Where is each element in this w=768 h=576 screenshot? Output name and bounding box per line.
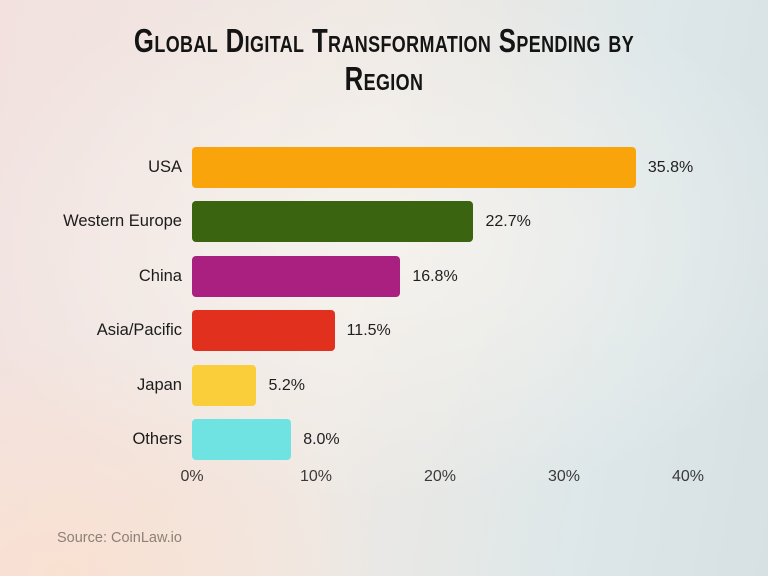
bar	[192, 201, 474, 243]
x-axis: 0% 10% 20% 30% 40%	[0, 468, 768, 490]
value-label: 11.5%	[346, 322, 391, 340]
value-label: 35.8%	[647, 159, 694, 176]
bar	[192, 419, 292, 460]
category-label: Asia/Pacific	[96, 321, 182, 340]
value-label: 8.0%	[303, 431, 340, 448]
x-axis-tick-label: 10%	[299, 468, 333, 485]
bar-row: Japan 5.2%	[0, 364, 768, 406]
x-axis-tick-label: 30%	[547, 468, 581, 485]
chart-title-line1: Global Digital Transformation Spending b…	[133, 22, 635, 59]
bar-row: USA 35.8%	[0, 147, 768, 188]
x-axis-tick-label: 40%	[671, 468, 705, 485]
bar-row: Asia/Pacific 11.5%	[0, 310, 768, 352]
x-axis-tick-label: 20%	[423, 468, 457, 485]
category-label: USA	[148, 158, 182, 176]
value-label: 22.7%	[485, 213, 531, 231]
x-axis-tick-label: 0%	[180, 468, 204, 485]
bar	[192, 147, 636, 188]
bar-chart-plot-area: USA 35.8% Western Europe 22.7% China 16.8% Asi…	[0, 147, 768, 462]
chart-title-text: Global Digital Transformation Spending b…	[84, 22, 683, 98]
bar	[192, 255, 401, 297]
bar-row: China 16.8%	[0, 255, 768, 297]
bar	[192, 310, 335, 352]
category-label: Others	[132, 430, 182, 448]
value-label: 5.2%	[268, 376, 305, 394]
chart-title: Global Digital Transformation Spending b…	[0, 22, 768, 98]
value-label: 16.8%	[412, 267, 458, 285]
bar-row: Others 8.0%	[0, 419, 768, 460]
chart-title-line2: Region	[344, 60, 424, 97]
bar-row: Western Europe 22.7%	[0, 201, 768, 243]
category-label: Western Europe	[63, 212, 182, 231]
source-attribution: Source: CoinLaw.io	[57, 530, 182, 546]
category-label: Japan	[137, 375, 182, 394]
bar	[192, 364, 257, 406]
category-label: China	[138, 266, 182, 285]
